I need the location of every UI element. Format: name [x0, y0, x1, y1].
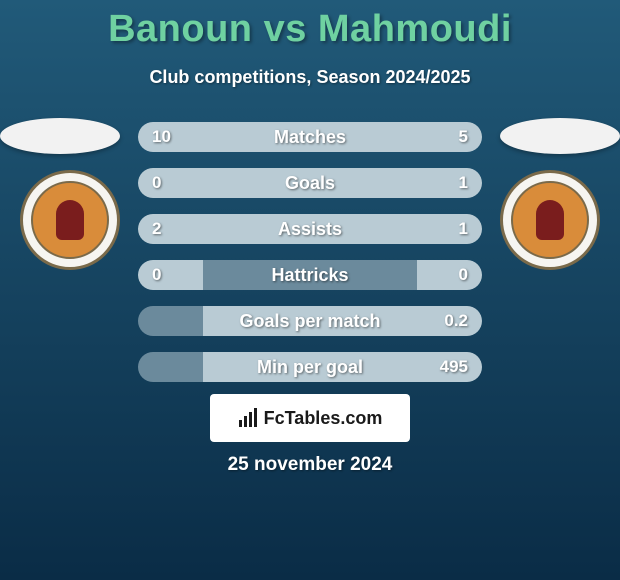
stat-label: Hattricks: [138, 260, 482, 290]
club-badge-right-inner: [511, 181, 589, 259]
stat-value-right: 495: [440, 352, 468, 382]
stat-label: Matches: [138, 122, 482, 152]
stat-row: Assists2 1: [138, 214, 482, 244]
club-badge-left-center: [56, 200, 84, 240]
stat-label: Goals: [138, 168, 482, 198]
stat-value-left: 0: [152, 260, 161, 290]
player-right-photo: [500, 118, 620, 154]
stat-value-right: 0.2: [444, 306, 468, 336]
branding-text: FcTables.com: [264, 408, 383, 429]
stat-label: Assists: [138, 214, 482, 244]
stat-label: Min per goal: [138, 352, 482, 382]
stat-value-left: 2: [152, 214, 161, 244]
stat-value-left: 10: [152, 122, 171, 152]
comparison-card: Banoun vs Mahmoudi Club competitions, Se…: [0, 0, 620, 580]
stat-label: Goals per match: [138, 306, 482, 336]
stat-value-right: 1: [459, 168, 468, 198]
chart-icon: [238, 408, 258, 428]
page-title: Banoun vs Mahmoudi: [0, 0, 620, 51]
subtitle: Club competitions, Season 2024/2025: [0, 67, 620, 88]
stat-value-right: 5: [459, 122, 468, 152]
stat-row: Goals per match0.2: [138, 306, 482, 336]
stat-row: Matches10 5: [138, 122, 482, 152]
club-badge-right-center: [536, 200, 564, 240]
branding-badge: FcTables.com: [210, 394, 410, 442]
stat-row: Goals0 1: [138, 168, 482, 198]
stat-row: Hattricks0 0: [138, 260, 482, 290]
stat-value-right: 1: [459, 214, 468, 244]
date-label: 25 november 2024: [0, 454, 620, 476]
stat-row: Min per goal495: [138, 352, 482, 382]
stat-value-right: 0: [459, 260, 468, 290]
club-badge-right: [500, 170, 600, 270]
player-left-photo: [0, 118, 120, 154]
stats-bars: Matches105Goals01Assists21Hattricks00Goa…: [138, 122, 482, 398]
club-badge-left-inner: [31, 181, 109, 259]
club-badge-left: [20, 170, 120, 270]
stat-value-left: 0: [152, 168, 161, 198]
